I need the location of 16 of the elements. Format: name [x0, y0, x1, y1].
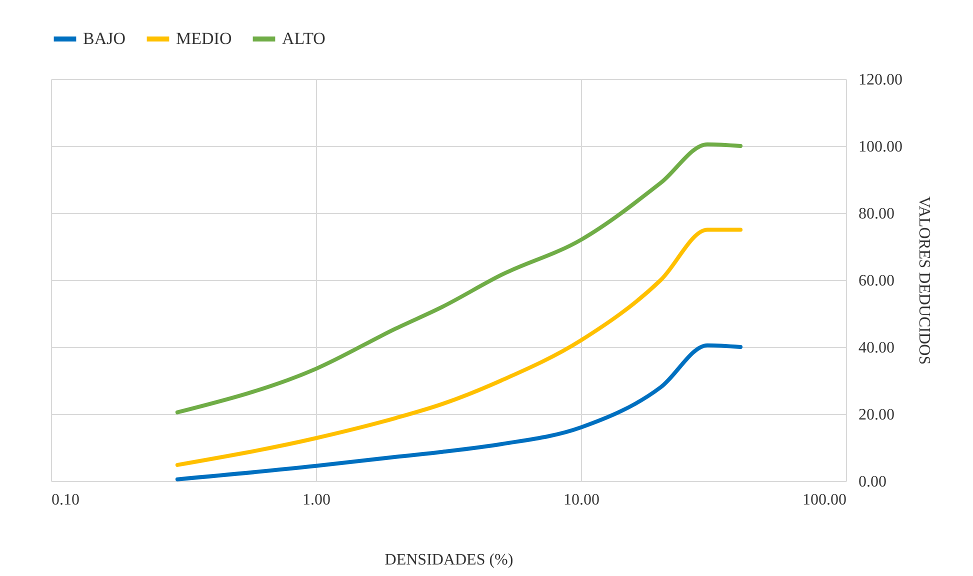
y-tick-label: 20.00	[858, 406, 894, 424]
y-tick-label: 120.00	[858, 72, 902, 88]
legend-label: ALTO	[282, 29, 326, 48]
y-tick-label: 100.00	[858, 138, 902, 156]
y-tick-label: 40.00	[858, 340, 894, 356]
x-axis-title: DENSIDADES (%)	[384, 552, 514, 568]
legend-label: MEDIO	[176, 29, 232, 48]
x-tick-label: 0.10	[52, 492, 80, 508]
y-tick-label: 0.00	[858, 474, 886, 490]
y-tick-label: 60.00	[858, 272, 894, 290]
y-tick-label: 80.00	[858, 206, 894, 222]
x-tick-label: 10.00	[564, 492, 600, 508]
x-tick-label: 100.00	[802, 492, 846, 508]
legend-label: BAJO	[83, 29, 126, 48]
y-axis-title: VALORES DEDUCIDOS	[916, 196, 932, 365]
x-tick-label: 1.00	[302, 492, 330, 508]
